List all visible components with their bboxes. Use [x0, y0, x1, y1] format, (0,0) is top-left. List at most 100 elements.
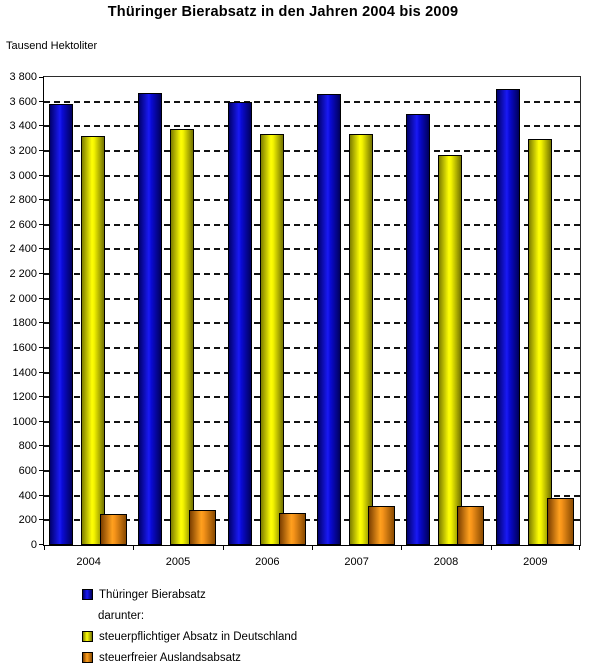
x-tick-6	[579, 545, 580, 550]
y-tick-2000	[39, 297, 44, 299]
x-tick-3	[312, 545, 313, 550]
plot-area: 0 200 400 600 800 1000 1200 1400 1600 1800 2 000 2 …	[9, 71, 581, 568]
y-tick-2200	[39, 273, 44, 275]
y-tick-1800	[39, 322, 44, 324]
bar-orange-2007	[368, 506, 395, 545]
legend-swatch-blue-icon	[82, 589, 93, 600]
gridline-1800	[44, 322, 580, 325]
gridline-1600	[44, 346, 580, 349]
y-tick-400	[39, 494, 44, 496]
gridline-2400	[44, 248, 580, 251]
bar-blue-2005	[138, 93, 163, 545]
bar-yellow-2004	[81, 136, 105, 545]
legend-item-2: steuerpflichtiger Absatz in Deutschland	[82, 626, 297, 647]
y-tick-label-2200: 2 200	[9, 268, 37, 281]
legend: Thüringer Bierabsatz darunter: steuerpflic…	[82, 584, 297, 668]
y-tick-label-2400: 2 400	[9, 243, 37, 256]
gridline-2800	[44, 199, 580, 202]
y-tick-label-800: 800	[18, 440, 37, 453]
y-tick-label-2600: 2 600	[9, 218, 37, 231]
gridline-3200	[44, 149, 580, 152]
y-tick-label-3200: 3 200	[9, 144, 37, 157]
legend-label-2: steuerpflichtiger Absatz in Deutschland	[99, 630, 298, 643]
x-tick-label-2007: 2007	[344, 556, 369, 568]
y-tick-3200	[39, 149, 44, 151]
y-tick-200	[39, 519, 44, 521]
gridline-3400	[44, 125, 580, 128]
bar-orange-2005	[189, 509, 217, 545]
y-tick-label-1400: 1400	[12, 366, 37, 379]
x-tick-5	[490, 545, 492, 550]
bar-orange-2006	[278, 512, 306, 545]
y-tick-label-1800: 1800	[12, 317, 37, 330]
y-tick-label-400: 400	[18, 489, 37, 502]
y-tick-2400	[39, 248, 44, 250]
bar-blue-2004	[49, 104, 73, 545]
legend-item-1: darunter:	[82, 605, 297, 626]
bar-yellow-2006	[259, 133, 284, 545]
legend-label-1: darunter:	[98, 609, 145, 622]
y-tick-3600	[39, 100, 44, 102]
y-tick-label-2800: 2 800	[9, 194, 37, 207]
bar-blue-2006	[227, 101, 252, 545]
y-tick-label-3800: 3 800	[9, 71, 37, 83]
bar-yellow-2008	[438, 154, 463, 545]
bar-orange-2004	[100, 514, 127, 545]
y-tick-label-3400: 3 400	[9, 120, 37, 133]
y-tick-label-0: 0	[30, 539, 37, 551]
gridline-2000	[44, 297, 580, 300]
y-tick-1600	[39, 346, 44, 348]
gridline-800	[44, 445, 580, 448]
legend-swatch-yellow-icon	[82, 631, 93, 642]
bar-blue-2009	[495, 89, 520, 545]
x-tick-label-2004: 2004	[76, 556, 101, 568]
y-tick-800	[39, 445, 44, 447]
y-tick-label-3000: 3 000	[9, 169, 37, 182]
legend-label-0: Thüringer Bierabsatz	[99, 588, 206, 601]
y-tick-1200	[39, 396, 44, 398]
y-tick-label-600: 600	[18, 465, 37, 478]
x-tick-0	[44, 545, 45, 550]
bar-blue-2007	[317, 94, 341, 545]
gridline-1200	[44, 396, 580, 399]
gridline-1400	[44, 371, 580, 374]
y-tick-label-1200: 1200	[12, 391, 37, 404]
gridline-3600	[44, 100, 580, 103]
gridline-2600	[44, 223, 580, 226]
y-axis-unit-label: Tausend Hektoliter	[6, 40, 98, 52]
gridline-600	[44, 470, 580, 473]
bar-yellow-2007	[349, 133, 373, 545]
x-tick-label-2009: 2009	[523, 556, 548, 568]
y-tick-label-2000: 2 000	[9, 292, 37, 305]
y-tick-0	[39, 544, 44, 545]
y-tick-600	[39, 470, 44, 472]
y-tick-3800	[39, 77, 44, 78]
y-tick-2800	[39, 199, 44, 201]
legend-label-3: steuerfreier Auslandsabsatz	[99, 651, 241, 664]
gridline-400	[44, 494, 580, 497]
bar-yellow-2009	[527, 138, 552, 545]
legend-swatch-orange-icon	[82, 652, 93, 663]
x-tick-4	[401, 545, 403, 550]
y-tick-2600	[39, 223, 44, 225]
x-tick-label-2005: 2005	[165, 556, 191, 568]
y-tick-3000	[39, 174, 44, 176]
y-tick-1000	[39, 420, 44, 422]
x-tick-1	[133, 545, 135, 550]
gridline-200	[44, 519, 580, 522]
y-tick-1400	[39, 371, 44, 373]
bar-orange-2009	[546, 498, 574, 545]
gridline-1000	[44, 420, 580, 423]
x-tick-2	[222, 545, 224, 550]
bar-orange-2008	[457, 506, 485, 545]
y-tick-label-3600: 3 600	[9, 95, 37, 108]
y-tick-label-200: 200	[18, 514, 37, 527]
y-tick-label-1600: 1600	[12, 341, 37, 354]
y-tick-3400	[39, 125, 44, 127]
gridline-2200	[44, 273, 580, 276]
gridline-3000	[44, 174, 580, 177]
chart-title: Thüringer Bierabsatz in den Jahren 2004 …	[107, 4, 459, 20]
y-tick-label-1000: 1000	[12, 415, 37, 428]
x-tick-label-2008: 2008	[433, 556, 459, 568]
x-tick-label-2006: 2006	[255, 556, 280, 568]
